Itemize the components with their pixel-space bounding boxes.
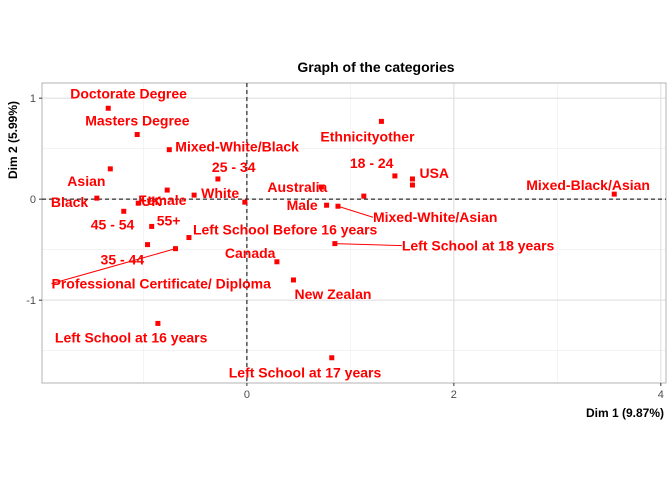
point-label: 25 - 34 bbox=[212, 159, 256, 175]
data-point bbox=[134, 132, 140, 138]
point-label: 35 - 44 bbox=[101, 252, 145, 268]
data-point bbox=[155, 320, 161, 326]
data-point bbox=[105, 105, 111, 111]
point-label: Mixed-White/Black bbox=[175, 139, 299, 155]
point-label: Doctorate Degree bbox=[70, 85, 187, 101]
data-point bbox=[145, 242, 151, 248]
data-point bbox=[318, 184, 324, 190]
point-label: Australia bbox=[267, 179, 327, 195]
x-tick-label: 2 bbox=[451, 389, 457, 401]
label-leader-line bbox=[51, 248, 176, 285]
point-label: UK bbox=[141, 193, 161, 209]
point-label: Male bbox=[287, 197, 318, 213]
point-label: 45 - 54 bbox=[91, 216, 135, 232]
x-axis-title: Dim 1 (9.87%) bbox=[586, 406, 664, 420]
y-tick-label: 1 bbox=[30, 93, 36, 105]
point-label: Asian bbox=[67, 173, 105, 189]
data-point bbox=[409, 182, 415, 188]
data-point bbox=[324, 202, 330, 208]
point-label: Masters Degree bbox=[85, 113, 189, 129]
y-axis-title: Dim 2 (5.99%) bbox=[6, 101, 20, 179]
point-label: Left School at 17 years bbox=[229, 365, 382, 381]
label-leader-line bbox=[334, 243, 402, 247]
data-point bbox=[242, 199, 248, 205]
data-point bbox=[135, 200, 141, 206]
data-point bbox=[290, 277, 296, 283]
point-label: New Zealan bbox=[294, 286, 371, 302]
point-label: 55+ bbox=[157, 212, 181, 228]
label-leader-line bbox=[337, 205, 374, 218]
data-point bbox=[215, 176, 221, 182]
data-point bbox=[611, 191, 617, 197]
point-label: USA bbox=[419, 165, 449, 181]
data-point bbox=[164, 187, 170, 193]
point-label: Black bbox=[51, 194, 89, 210]
data-point bbox=[107, 166, 113, 172]
data-point bbox=[392, 173, 398, 179]
y-tick-label: -1 bbox=[26, 295, 36, 307]
data-point bbox=[186, 235, 192, 241]
plot-panel bbox=[42, 83, 666, 383]
data-point bbox=[274, 259, 280, 265]
panel-border bbox=[41, 82, 667, 384]
data-point bbox=[378, 118, 384, 124]
point-label: Left School at 18 years bbox=[402, 238, 555, 254]
point-label: Canada bbox=[225, 245, 276, 261]
data-point bbox=[149, 223, 155, 229]
x-tick-label: 4 bbox=[658, 389, 664, 401]
data-point bbox=[94, 195, 100, 201]
point-label: White bbox=[201, 185, 239, 201]
data-point bbox=[361, 193, 367, 199]
data-point bbox=[329, 355, 335, 361]
data-point bbox=[166, 147, 172, 153]
point-label: Mixed-Black/Asian bbox=[526, 177, 650, 193]
point-label: Professional Certificate/ Diploma bbox=[51, 276, 271, 292]
point-label: Left School at 16 years bbox=[55, 329, 208, 345]
point-label: Mixed-White/Asian bbox=[373, 209, 497, 225]
point-label: Ethnicityother bbox=[320, 128, 415, 144]
point-label: Female bbox=[138, 192, 186, 208]
data-point bbox=[409, 176, 415, 182]
chart-title: Graph of the categories bbox=[297, 59, 454, 75]
x-tick-label: 0 bbox=[244, 389, 250, 401]
point-label: 18 - 24 bbox=[350, 155, 394, 171]
data-point bbox=[121, 208, 127, 214]
point-label: Left School Before 16 years bbox=[193, 222, 378, 238]
y-tick-label: 0 bbox=[30, 194, 36, 206]
data-point bbox=[191, 192, 197, 198]
